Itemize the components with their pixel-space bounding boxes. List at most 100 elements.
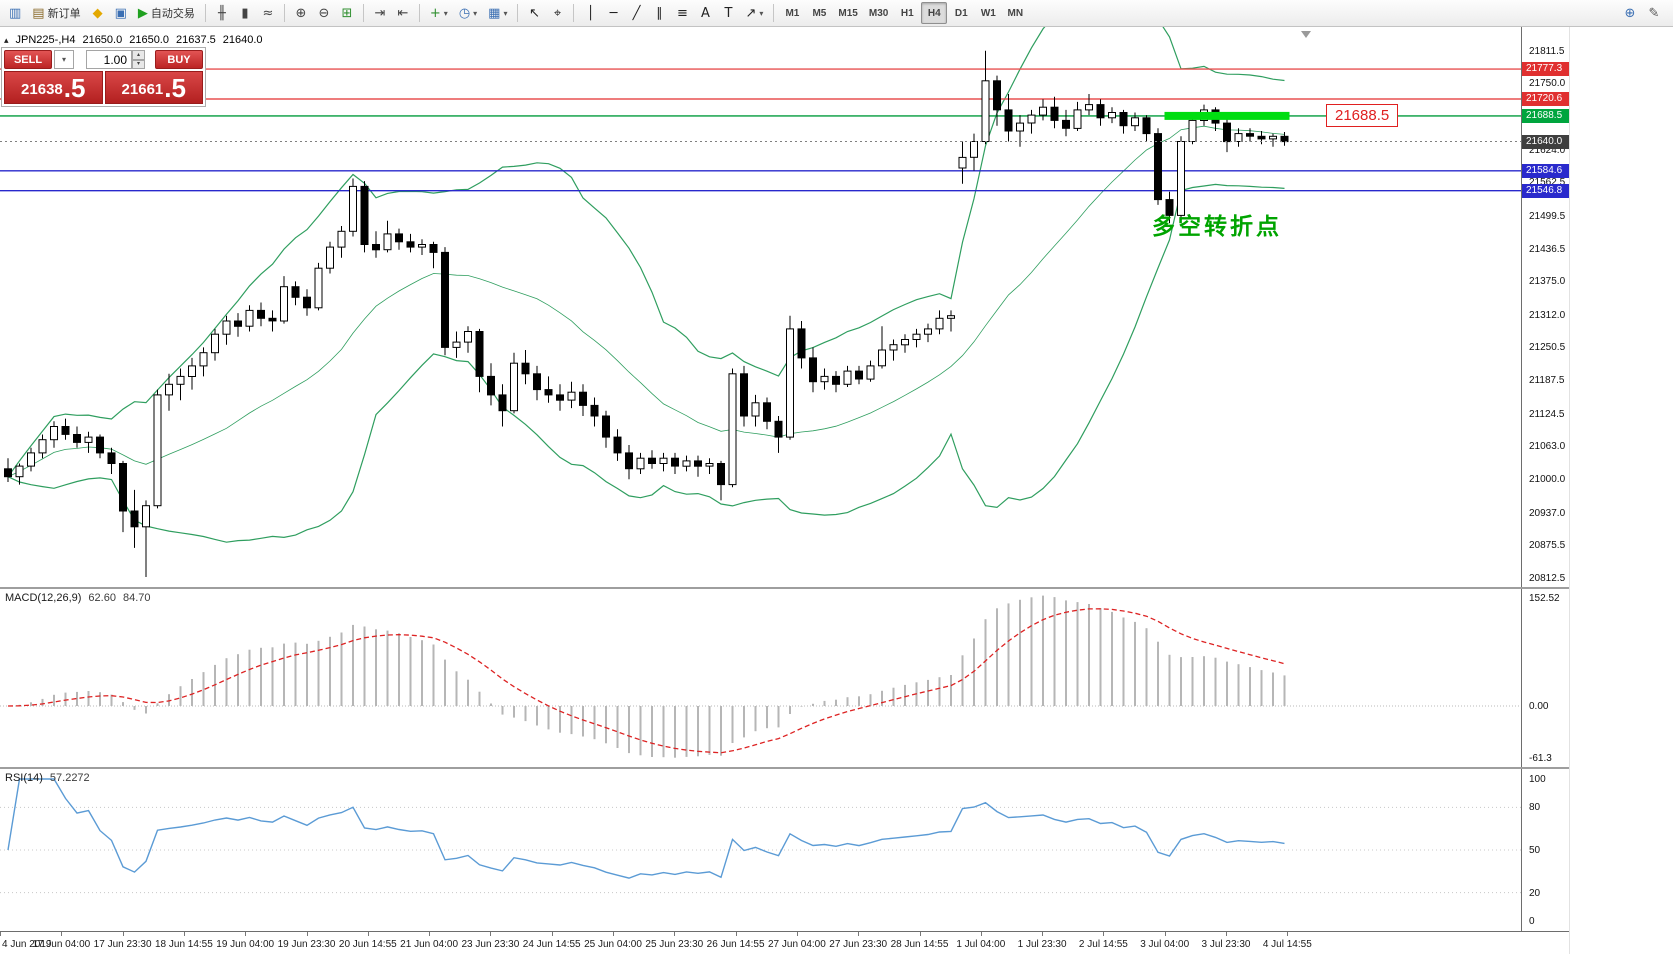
price-axis[interactable]: 21811.521750.021687.521624.021562.521499…	[1521, 27, 1570, 587]
vertical-line-button[interactable]: │	[579, 2, 601, 24]
price-tick: 21624.0	[1529, 144, 1566, 156]
panel-separator[interactable]	[0, 587, 1569, 589]
chevron-down-icon: ▾	[759, 8, 764, 18]
lot-size-input[interactable]	[86, 50, 132, 69]
rsi-canvas[interactable]	[0, 769, 1521, 931]
equidistant-channel-icon: ∥	[656, 5, 663, 21]
crosshair-button[interactable]: ⌖	[546, 2, 568, 24]
cursor-icon: ↖	[529, 5, 540, 21]
timeframe-d1-button[interactable]: D1	[954, 7, 968, 19]
macd-histogram	[18, 595, 1286, 758]
chart-shift-marker-icon[interactable]	[1301, 31, 1311, 38]
timeframe-m15-button[interactable]: M15	[838, 7, 858, 19]
close-value: 21640.0	[222, 34, 263, 46]
new-order-button[interactable]: ▤ 新订单	[27, 2, 85, 24]
chevron-down-icon: ▾	[443, 8, 448, 18]
price-tick: 20937.0	[1529, 507, 1566, 519]
text-button[interactable]: A	[694, 2, 716, 24]
tile-windows-button[interactable]: ⊞	[336, 2, 358, 24]
sell-price[interactable]: 21638 .5	[4, 71, 103, 104]
price-tick: 20875.5	[1529, 540, 1566, 552]
bar-chart-mode-icon: ╫	[217, 5, 226, 21]
line-chart-mode-button[interactable]: ≈	[257, 2, 279, 24]
price-tick: 21187.5	[1529, 375, 1565, 387]
time-tick	[0, 932, 1, 936]
autotrade-button[interactable]: ▶ 自动交易	[133, 2, 200, 24]
time-tick	[551, 932, 553, 936]
sell-button[interactable]: SELL	[4, 50, 52, 69]
lot-control: ▴ ▾	[86, 50, 145, 69]
panel-separator[interactable]	[0, 767, 1569, 769]
text-label-button[interactable]: T	[717, 2, 739, 24]
time-tick	[735, 932, 737, 936]
time-label: 21 Jun 04:00	[400, 939, 459, 950]
timeframe-h4-button[interactable]: H4	[921, 2, 948, 24]
collapse-panel-icon[interactable]: ▴	[4, 34, 9, 45]
metaeditor-button[interactable]: ◆	[87, 2, 109, 24]
auto-scroll-button[interactable]: ⇥	[369, 2, 391, 24]
zoom-in-button[interactable]: ⊕	[290, 2, 312, 24]
toolbar-buttons: ▥ ▤ 新订单 ◆ ▣ ▶ 自动交易 ╫ ▮ ≈ ⊕ ⊖ ⊞ ⇥ ⇤ + ▾ ◷ ▾ ▦ ▾ ↖ ⌖ │ ─ ╱ ∥ ≡ A T ↗ ▾ M1 M…	[4, 2, 1028, 24]
timeframe-w1-button[interactable]: W1	[980, 7, 996, 19]
rsi-scale-label: 0	[1529, 916, 1535, 927]
templates-button[interactable]: ▦ ▾	[483, 2, 512, 24]
time-tick	[1164, 932, 1166, 936]
time-label: 25 Jun 04:00	[584, 939, 642, 950]
trendline-button[interactable]: ╱	[625, 2, 647, 24]
price-tick: 21375.0	[1529, 276, 1566, 288]
new-chart-button[interactable]: ▥	[4, 2, 26, 24]
time-label: 19 Jun 23:30	[277, 939, 336, 950]
time-label: 4 Jun 2019	[2, 939, 52, 950]
equidistant-channel-button[interactable]: ∥	[648, 2, 670, 24]
bollinger-upper-line[interactable]	[7, 27, 1285, 478]
macd-canvas[interactable]	[0, 589, 1521, 767]
price-chart-canvas[interactable]	[0, 27, 1521, 587]
trade-prices-row: 21638 .5 21661 .5	[2, 71, 205, 106]
macd-scale-label: -61.3	[1529, 753, 1552, 764]
timeframe-h1-button[interactable]: H1	[900, 7, 914, 19]
timeframe-mn-button[interactable]: MN	[1007, 7, 1024, 19]
timeframe-m30-button[interactable]: M30	[868, 7, 889, 19]
price-tag-red: 21777.3	[1522, 62, 1570, 77]
macd-axis: 152.52 0.00 -61.3	[1521, 589, 1569, 767]
zoom-out-button[interactable]: ⊖	[313, 2, 335, 24]
time-axis[interactable]: 4 Jun 2019 17 Jun 04:00 17 Jun 23:30 18 Jun…	[0, 931, 1569, 954]
indicators-button[interactable]: + ▾	[425, 2, 453, 24]
chart-shift-icon: ⇤	[397, 5, 409, 21]
chart-shift-button[interactable]: ⇤	[392, 2, 414, 24]
timeframe-m5-button[interactable]: M5	[812, 7, 827, 19]
buy-price[interactable]: 21661 .5	[104, 71, 203, 104]
cursor-button[interactable]: ↖	[523, 2, 545, 24]
quick-edit-button[interactable]: ✎	[1643, 2, 1665, 24]
trendline-icon: ╱	[632, 5, 641, 21]
bollinger-lower-line[interactable]	[7, 183, 1285, 543]
time-tick	[919, 932, 921, 936]
time-label: 17 Jun 23:30	[93, 939, 152, 950]
bollinger-middle-line[interactable]	[7, 125, 1285, 478]
lot-decrease-button[interactable]: ▾	[132, 59, 145, 69]
buy-button[interactable]: BUY	[155, 50, 203, 69]
profiles-button[interactable]: ▣	[110, 2, 132, 24]
lot-increase-button[interactable]: ▴	[132, 50, 145, 60]
bar-chart-mode-button[interactable]: ╫	[211, 2, 233, 24]
timeframe-m1-button[interactable]: M1	[785, 7, 800, 19]
periods-button[interactable]: ◷ ▾	[454, 2, 482, 24]
fibonacci-button[interactable]: ≡	[671, 2, 693, 24]
time-tick	[61, 932, 63, 936]
price-level-label[interactable]: 21688.5	[1326, 104, 1399, 127]
lot-preset-dropdown[interactable]: ▾	[54, 50, 74, 69]
candlestick-mode-icon: ▮	[241, 5, 249, 21]
candlestick-mode-button[interactable]: ▮	[234, 2, 256, 24]
highlight-bar[interactable]	[1164, 111, 1290, 120]
symbol-search-button[interactable]: ⊕	[1619, 2, 1641, 24]
symbol-period-label: JPN225-,H4	[15, 34, 76, 46]
price-tag-red: 21720.6	[1522, 91, 1570, 106]
rsi-scale-label: 50	[1529, 845, 1541, 856]
price-tag-green: 21688.5	[1522, 108, 1570, 123]
rsi-axis: 100 80 50 20 0	[1521, 769, 1569, 931]
arrows-button[interactable]: ↗ ▾	[740, 2, 768, 24]
vertical-line-icon: │	[586, 5, 595, 21]
rsi-scale-label: 80	[1529, 802, 1541, 814]
horizontal-line-button[interactable]: ─	[602, 2, 624, 24]
